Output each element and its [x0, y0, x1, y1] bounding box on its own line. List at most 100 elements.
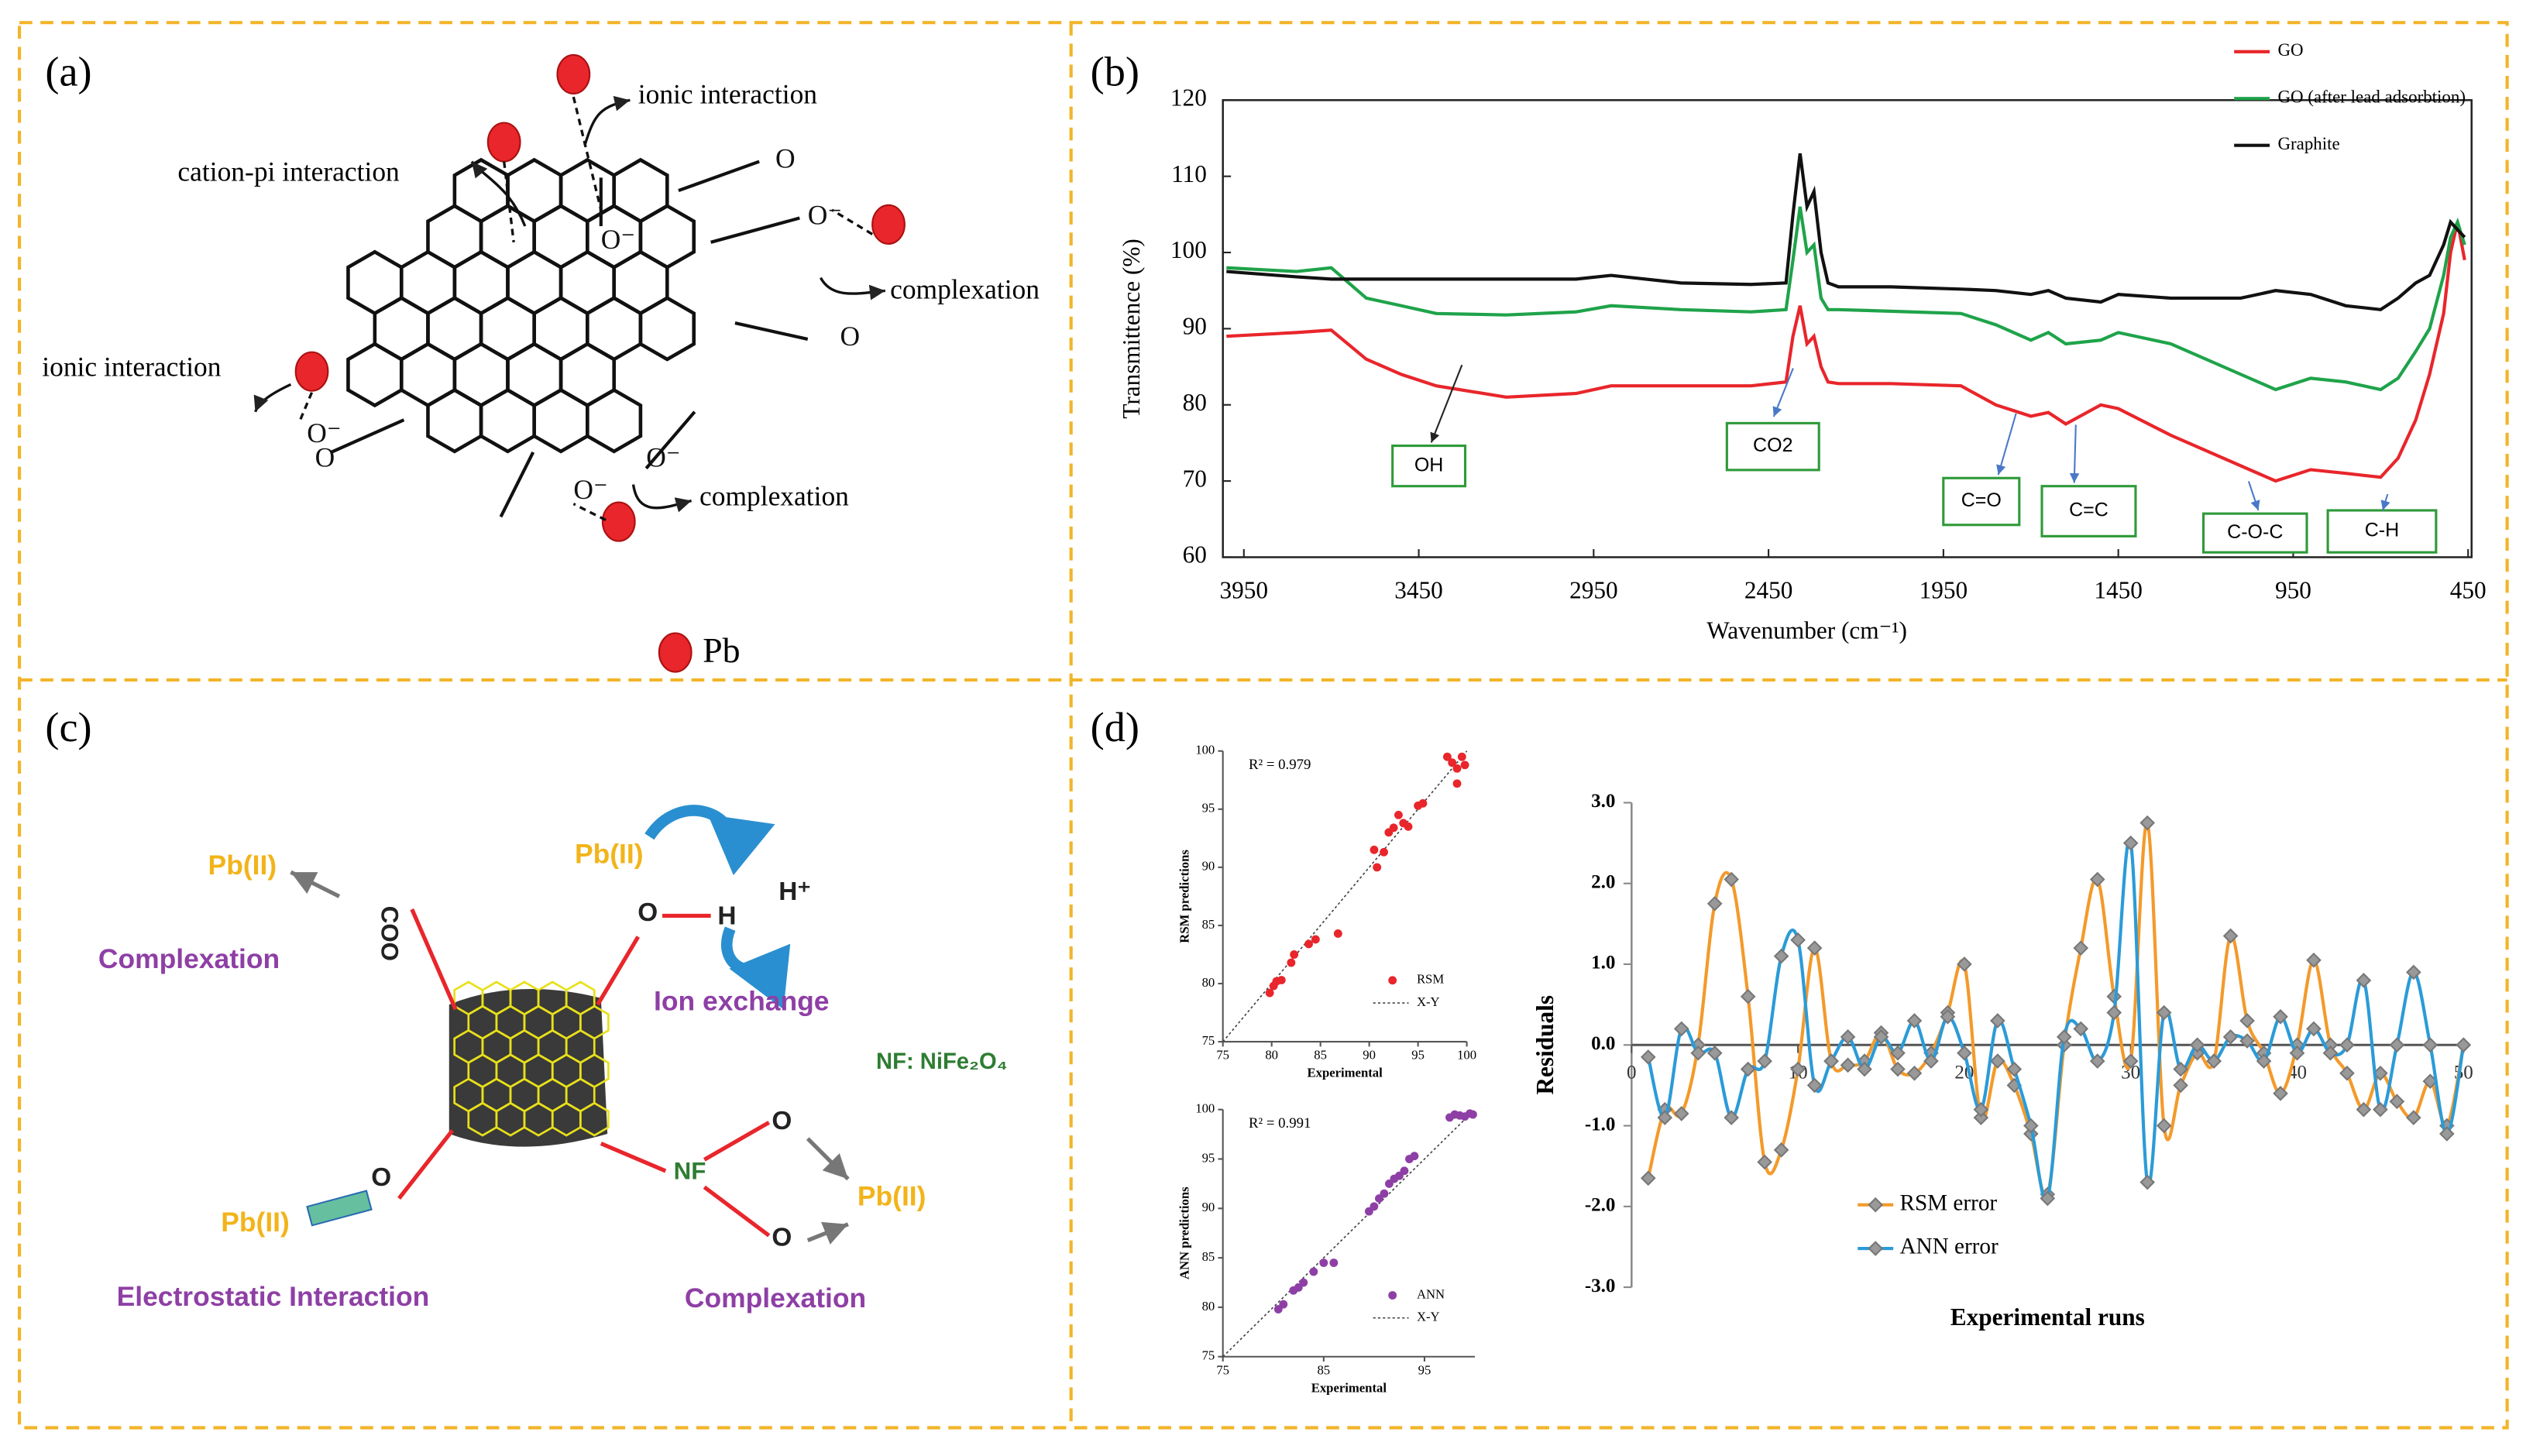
y-tick-label: 1.0	[1591, 953, 1615, 974]
marker	[1990, 1013, 2005, 1028]
annotation-box	[1391, 445, 1467, 488]
x-tick-label: 450	[2450, 577, 2487, 604]
annotation: CO2	[1753, 434, 1792, 456]
y-axis-label: ANN predictions	[1177, 1186, 1192, 1279]
panel-label: (a)	[45, 48, 91, 94]
y-axis-label: Transmittence (%)	[1118, 239, 1145, 418]
y-tick-label: 3.0	[1591, 791, 1615, 812]
marker	[1690, 1045, 1706, 1061]
point	[1333, 929, 1342, 938]
marker	[1868, 1197, 1884, 1213]
annotation-box	[2326, 509, 2438, 554]
x-axis-label: Experimental	[1311, 1380, 1387, 1395]
marker	[1957, 1045, 1972, 1061]
series-line	[1226, 221, 2466, 483]
y-tick-label: 100	[1195, 743, 1215, 757]
marker	[2222, 928, 2239, 944]
bond	[710, 216, 800, 244]
y-tick-label: 2.0	[1591, 871, 1615, 892]
point	[1457, 752, 1466, 761]
marker	[2339, 1037, 2355, 1053]
point	[1400, 1166, 1409, 1176]
y-tick-label: 60	[1183, 541, 1207, 568]
marker	[1857, 1061, 1872, 1077]
legend-label: GO	[2277, 40, 2303, 60]
point	[1452, 779, 1462, 788]
electrostatic-icon	[306, 1190, 373, 1227]
legend-label: Pb	[703, 630, 740, 670]
marker	[1873, 1029, 1889, 1045]
annotation-box	[1725, 421, 1820, 472]
marker	[2373, 1101, 2388, 1118]
legend-label: X-Y	[1417, 994, 1440, 1009]
point	[1309, 1267, 1318, 1276]
marker	[1840, 1029, 1856, 1045]
annotation: R² = 0.979	[1249, 757, 1311, 773]
marker	[2306, 1021, 2322, 1037]
annotation: complexation	[699, 481, 849, 512]
x-axis-label: Experimental	[1308, 1066, 1383, 1080]
y-tick-label: 85	[1202, 1249, 1215, 1264]
marker	[2456, 1037, 2472, 1053]
marker	[1757, 1053, 1772, 1069]
marker	[2438, 1126, 2455, 1142]
marker	[1806, 1077, 1823, 1094]
marker	[2389, 1094, 2405, 1110]
point	[1265, 988, 1274, 998]
marker	[1640, 1049, 1656, 1065]
ring	[585, 387, 643, 454]
marker	[1890, 1061, 1906, 1077]
marker	[2073, 1021, 2089, 1037]
atom: O⁻	[601, 224, 635, 255]
marker	[1657, 1110, 1673, 1125]
annotation: C-O-C	[2227, 521, 2283, 543]
legend-label: GO (after lead adsorbtion)	[2277, 87, 2466, 106]
bond	[600, 1142, 667, 1173]
marker	[1890, 1045, 1906, 1061]
arrow	[806, 1137, 850, 1181]
diagram-label: Ion exchange	[654, 985, 829, 1016]
y-tick-label: -2.0	[1585, 1195, 1616, 1216]
interaction	[297, 392, 314, 424]
marker	[2089, 1053, 2105, 1069]
x-tick-label: 85	[1314, 1048, 1327, 1063]
exchange-arrow	[644, 805, 775, 876]
marker	[1840, 1057, 1856, 1073]
x-tick-label: 90	[1363, 1048, 1376, 1063]
bond	[397, 1129, 455, 1200]
diagram-label: Complexation	[685, 1283, 866, 1313]
marker	[2139, 1174, 2155, 1190]
marker	[2389, 1037, 2405, 1053]
marker	[2106, 1004, 2122, 1021]
x-tick-label: 0	[1627, 1063, 1637, 1083]
annotation-arrow	[1772, 368, 1794, 417]
y-tick-label: -3.0	[1585, 1276, 1616, 1296]
x-tick-label: 75	[1216, 1362, 1229, 1377]
annotation: R² = 0.991	[1249, 1115, 1311, 1131]
diagram-label: NF: NiFe₂O₄	[876, 1049, 1008, 1074]
marker	[2173, 1077, 2188, 1094]
y-tick-label: 90	[1202, 859, 1215, 874]
legend-label: RSM	[1417, 972, 1444, 987]
y-tick-label: 80	[1202, 975, 1215, 990]
marker	[2189, 1037, 2205, 1053]
diagram-label: Electrostatic Interaction	[117, 1281, 430, 1312]
marker	[2006, 1061, 2023, 1077]
y-tick-label: 90	[1202, 1200, 1215, 1214]
marker	[1906, 1065, 1923, 1081]
annotation: cation-pi interaction	[177, 156, 400, 187]
atom: O	[840, 321, 860, 352]
point	[1460, 761, 1469, 770]
x-tick-label: 3950	[1220, 577, 1269, 604]
y-tick-label: 75	[1202, 1348, 1215, 1363]
legend-label: ANN	[1417, 1286, 1445, 1301]
marker	[2239, 1033, 2255, 1049]
panel-label: (b)	[1091, 48, 1139, 94]
annotation-arrow	[2380, 493, 2390, 511]
marker	[1706, 1045, 1723, 1061]
point	[1290, 950, 1299, 959]
diagram-label: O	[638, 898, 658, 927]
y-tick-label: 100	[1195, 1101, 1215, 1116]
